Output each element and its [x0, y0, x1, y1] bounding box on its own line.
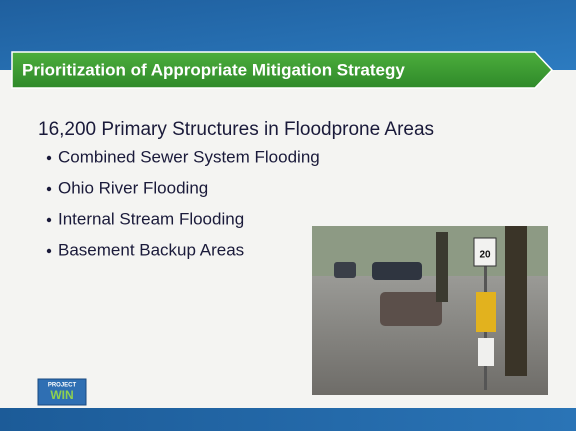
slide-title: Prioritization of Appropriate Mitigation…	[22, 60, 405, 79]
bullet-dot	[46, 248, 52, 254]
photo-sign	[473, 237, 497, 267]
photo-tree-trunk	[505, 226, 527, 376]
photo-sign	[476, 292, 496, 332]
bullet-dot	[46, 155, 52, 161]
photo-car	[372, 262, 422, 280]
bullet-text: Ohio River Flooding	[58, 178, 208, 197]
title-banner	[11, 51, 554, 89]
photo-sign-text: 20	[479, 250, 491, 261]
photo-sign	[478, 338, 494, 366]
photo: 20	[312, 226, 548, 395]
bullet-list: Combined Sewer System Flooding Ohio River…	[46, 147, 320, 259]
photo-tree-trunk	[436, 232, 448, 302]
bottom-band	[0, 408, 576, 431]
logo-main: WIN	[50, 388, 73, 402]
photo-car	[380, 292, 442, 326]
bullet-text: Basement Backup Areas	[58, 240, 244, 259]
bullet-text: Combined Sewer System Flooding	[58, 147, 320, 166]
bullet-dot	[46, 186, 52, 192]
photo-car	[334, 262, 356, 278]
logo: PROJECT WIN	[37, 378, 87, 406]
bullet-dot	[46, 217, 52, 223]
heading: 16,200 Primary Structures in Floodprone …	[38, 119, 434, 140]
logo-box	[37, 378, 87, 406]
logo-top: PROJECT	[48, 383, 77, 389]
bullet-text: Internal Stream Flooding	[58, 209, 244, 228]
